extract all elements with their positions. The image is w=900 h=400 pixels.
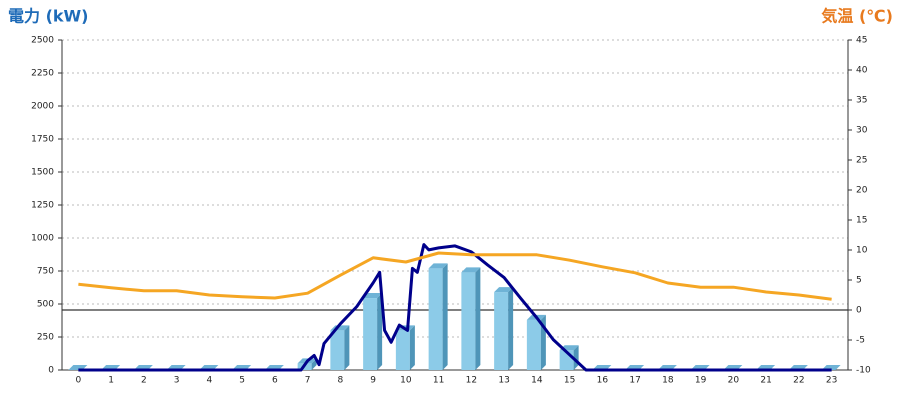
x-tick-label: 9: [370, 376, 376, 386]
y-tick-label: 2250: [31, 69, 54, 79]
line: [78, 243, 832, 372]
y-tick-label: 250: [37, 333, 54, 343]
bar-side: [475, 267, 481, 370]
bar-front: [363, 298, 378, 370]
x-tick-label: 5: [239, 376, 245, 386]
y-tick-label: 500: [37, 300, 54, 310]
y2-title: 気温 (℃): [821, 7, 893, 26]
y-title: 電力 (kW): [8, 7, 89, 26]
y2-tick-label: 40: [856, 66, 868, 76]
y2-tick-label: -10: [856, 366, 871, 376]
y2-tick-label: 20: [856, 186, 868, 196]
x-tick-label: 13: [498, 376, 509, 386]
y2-tick-label: -5: [856, 336, 865, 346]
x-tick-label: 7: [305, 376, 311, 386]
x-tick-label: 15: [564, 376, 575, 386]
y-tick-label: 1750: [31, 135, 54, 145]
bar-front: [526, 319, 541, 370]
bar-front: [395, 330, 410, 370]
y2-tick-label: 30: [856, 126, 868, 136]
bar-side: [508, 287, 514, 370]
bar-side: [377, 293, 383, 370]
y-tick-label: 2500: [31, 36, 54, 46]
y2-tick-label: 5: [856, 276, 862, 286]
x-tick-label: 12: [466, 376, 477, 386]
bar-front: [428, 268, 443, 370]
x-tick-label: 23: [826, 376, 837, 386]
y-tick-label: 2000: [31, 102, 54, 112]
x-tick-label: 0: [76, 376, 82, 386]
y2-tick-label: 0: [856, 306, 862, 316]
bar-top: [428, 263, 448, 269]
y-tick-label: 1000: [31, 234, 54, 244]
bar-front: [330, 330, 345, 370]
y-tick-label: 1250: [31, 201, 54, 211]
x-tick-label: 14: [531, 376, 543, 386]
bar-side: [311, 358, 317, 370]
bar-front: [494, 292, 509, 370]
x-tick-label: 6: [272, 376, 278, 386]
x-tick-label: 11: [433, 376, 444, 386]
bar-top: [494, 287, 514, 293]
x-tick-label: 16: [597, 376, 609, 386]
x-tick-label: 10: [400, 376, 412, 386]
y2-tick-label: 25: [856, 156, 867, 166]
x-tick-label: 3: [174, 376, 180, 386]
x-tick-label: 2: [141, 376, 147, 386]
bar-front: [461, 272, 476, 370]
x-tick-label: 19: [695, 376, 707, 386]
bar-side: [409, 325, 415, 370]
line: [78, 251, 832, 301]
y2-tick-label: 15: [856, 216, 867, 226]
y-tick-label: 750: [37, 267, 54, 277]
x-tick-label: 22: [793, 376, 804, 386]
bar-side: [442, 263, 448, 370]
y-tick-label: 0: [48, 366, 54, 376]
x-tick-label: 18: [662, 376, 674, 386]
x-tick-label: 1: [108, 376, 114, 386]
x-tick-label: 4: [207, 376, 213, 386]
x-tick-label: 20: [728, 376, 740, 386]
y2-tick-label: 35: [856, 96, 867, 106]
y2-tick-label: 10: [856, 246, 868, 256]
y-tick-label: 1500: [31, 168, 54, 178]
bar-top: [461, 267, 481, 273]
x-tick-label: 21: [760, 376, 771, 386]
x-tick-label: 8: [338, 376, 344, 386]
bar-side: [344, 325, 350, 370]
bar-top: [363, 293, 383, 299]
x-tick-label: 17: [629, 376, 640, 386]
y2-tick-label: 45: [856, 36, 867, 46]
